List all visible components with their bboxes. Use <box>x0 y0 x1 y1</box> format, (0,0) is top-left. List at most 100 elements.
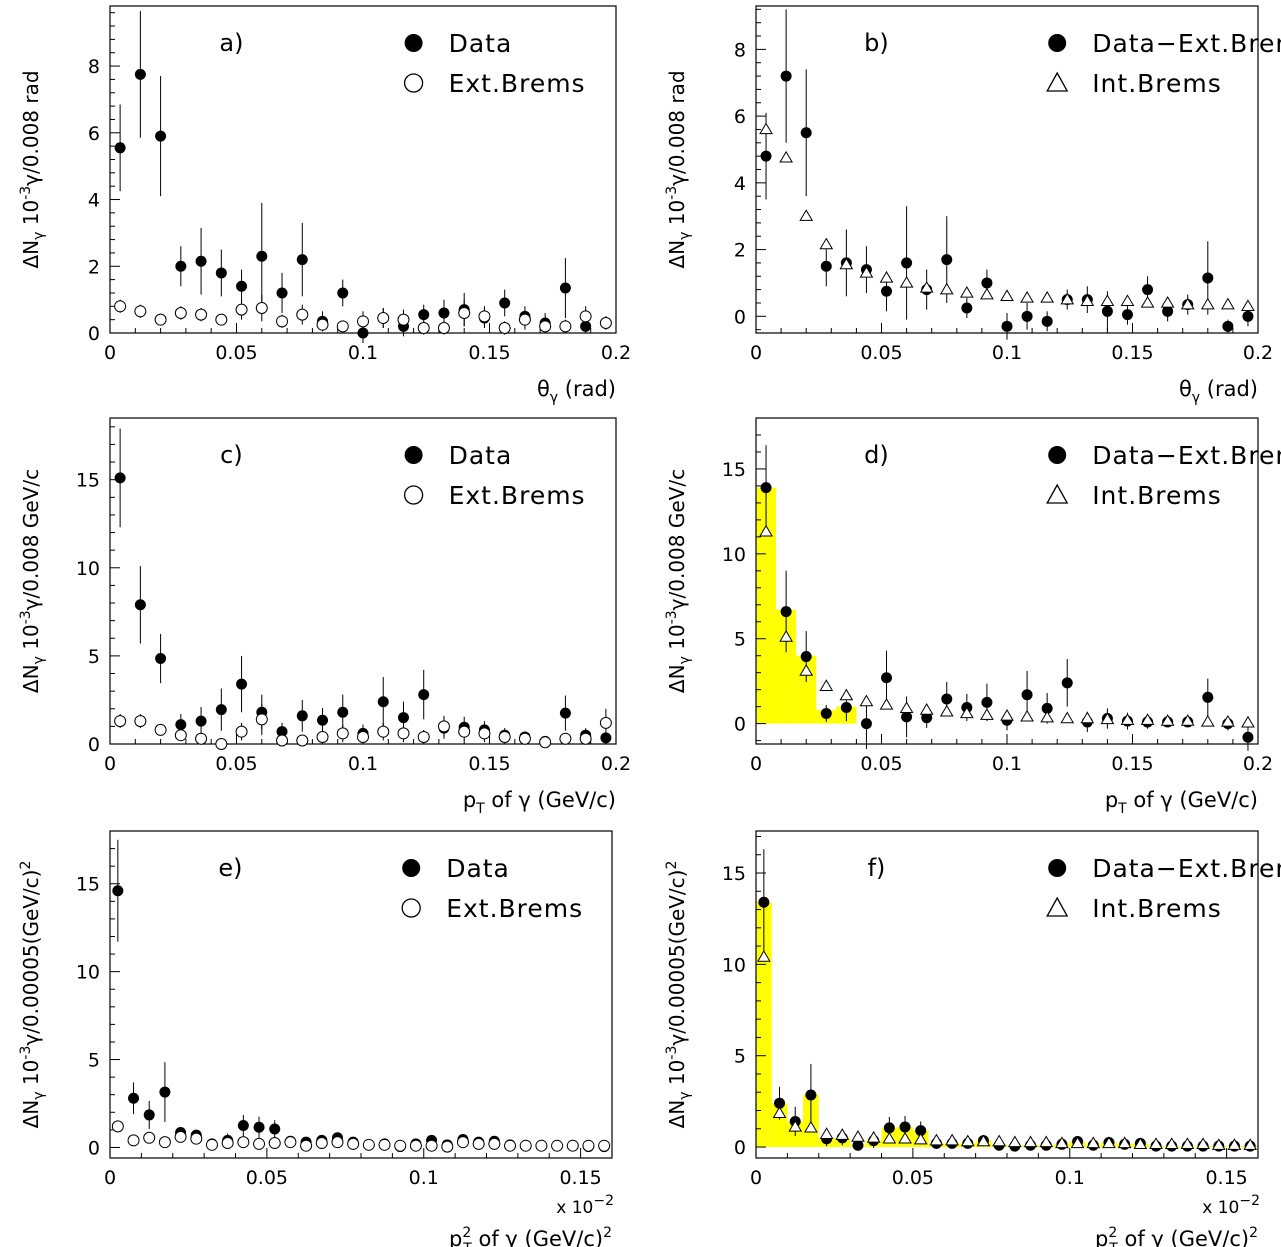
data-point <box>1221 297 1235 310</box>
data-point <box>760 482 772 494</box>
data-point <box>1242 731 1254 743</box>
data-point <box>1061 677 1073 689</box>
panel-label: f) <box>868 854 886 882</box>
data-point <box>819 237 834 250</box>
x-tick-label: 0.15 <box>468 342 510 364</box>
series-data <box>114 428 612 747</box>
y-tick-label: 10 <box>76 962 100 984</box>
data-point <box>143 1109 155 1121</box>
data-point <box>579 310 592 323</box>
plot-frame <box>109 5 617 334</box>
data-point <box>976 1134 991 1147</box>
data-point <box>800 127 812 139</box>
legend-entry: Data <box>449 441 513 470</box>
panel-f: 0 0.05 0.1 0.15 0 5 10 15 f) Data−Ext.Brems Int.Br… <box>664 830 1281 1247</box>
x-tick-label: 0.05 <box>215 753 257 775</box>
x-tick-label: 0.1 <box>348 342 378 364</box>
data-point <box>1241 715 1255 728</box>
data-point <box>237 1136 250 1149</box>
data-point <box>780 606 792 618</box>
data-point <box>1180 714 1195 726</box>
data-point <box>437 321 450 334</box>
data-point <box>276 726 288 738</box>
data-point <box>1121 309 1133 321</box>
series-int-brems <box>759 524 1255 728</box>
data-point <box>799 664 814 676</box>
data-point <box>498 730 511 743</box>
data-point <box>859 265 874 278</box>
data-point <box>159 1086 171 1098</box>
data-point <box>1227 1138 1242 1150</box>
x-axis: 0 0.05 0.1 0.15 <box>750 1148 1259 1189</box>
histogram-bar <box>756 487 777 724</box>
data-point <box>175 719 187 731</box>
data-point <box>788 1119 803 1132</box>
data-point <box>559 320 572 333</box>
y-tick-label: 0 <box>88 1137 100 1159</box>
data-point <box>256 250 268 262</box>
data-point <box>1200 714 1215 727</box>
data-point <box>155 653 167 665</box>
data-point <box>114 300 127 313</box>
data-point <box>472 1137 485 1150</box>
data-point <box>1039 1135 1054 1148</box>
x-tick-label: 0.2 <box>601 342 631 364</box>
x-tick-label: 0.05 <box>860 753 902 775</box>
data-point <box>760 150 772 162</box>
y-axis-label: ΔNγ 10-3γ/0.00005(GeV/c)2 <box>664 861 693 1129</box>
data-point <box>879 270 894 283</box>
data-point <box>1080 294 1095 307</box>
data-point <box>1243 1138 1258 1150</box>
data-point <box>919 280 934 293</box>
data-point <box>1100 712 1115 725</box>
data-point <box>1140 295 1155 308</box>
data-point <box>992 1134 1007 1147</box>
x-tick-label: 0.1 <box>992 342 1022 364</box>
data-point <box>114 715 127 728</box>
data-point <box>316 730 329 743</box>
data-point <box>268 1137 281 1150</box>
panel-label: b) <box>864 29 889 57</box>
data-point <box>237 1119 249 1131</box>
y-axis: 0 2 4 6 8 <box>734 8 766 331</box>
x-tick-label: 0.2 <box>1243 753 1273 775</box>
data-point <box>1117 1136 1132 1149</box>
data-point <box>518 732 531 745</box>
data-point <box>883 1122 895 1134</box>
data-point <box>378 1138 391 1151</box>
data-point <box>819 1127 834 1139</box>
data-point <box>1086 1136 1101 1149</box>
data-point <box>1080 711 1095 724</box>
x-axis: 0 0.05 0.1 0.15 0.2 <box>104 734 631 775</box>
y-tick-label: 15 <box>76 874 100 896</box>
data-point <box>284 1136 297 1149</box>
legend-entry: Ext.Brems <box>449 69 586 98</box>
data-point <box>774 1097 786 1109</box>
data-point <box>882 1131 897 1144</box>
x-tick-label: 0.1 <box>348 753 378 775</box>
x-tick-label: 0.05 <box>246 1167 288 1189</box>
data-point <box>255 301 268 314</box>
data-point <box>921 712 933 724</box>
data-point <box>458 725 471 738</box>
data-point <box>819 679 834 691</box>
y-tick-label: 10 <box>722 954 746 976</box>
data-point <box>835 1128 850 1140</box>
legend-marker-filled-circle <box>402 859 421 877</box>
legend: Data−Ext.Brems Int.Brems <box>1046 441 1281 510</box>
data-point <box>945 1133 959 1146</box>
data-point <box>1142 284 1154 296</box>
data-point <box>881 672 893 684</box>
data-point <box>852 1139 864 1151</box>
data-point <box>296 734 309 747</box>
data-point <box>1162 305 1174 317</box>
legend-entry: Data <box>449 29 513 58</box>
data-point <box>980 708 994 720</box>
data-point <box>397 712 409 724</box>
data-point <box>397 727 410 740</box>
data-point <box>377 725 390 738</box>
data-point <box>800 651 812 663</box>
data-point <box>143 1131 156 1144</box>
data-point <box>551 1139 564 1152</box>
data-point <box>253 1121 265 1133</box>
